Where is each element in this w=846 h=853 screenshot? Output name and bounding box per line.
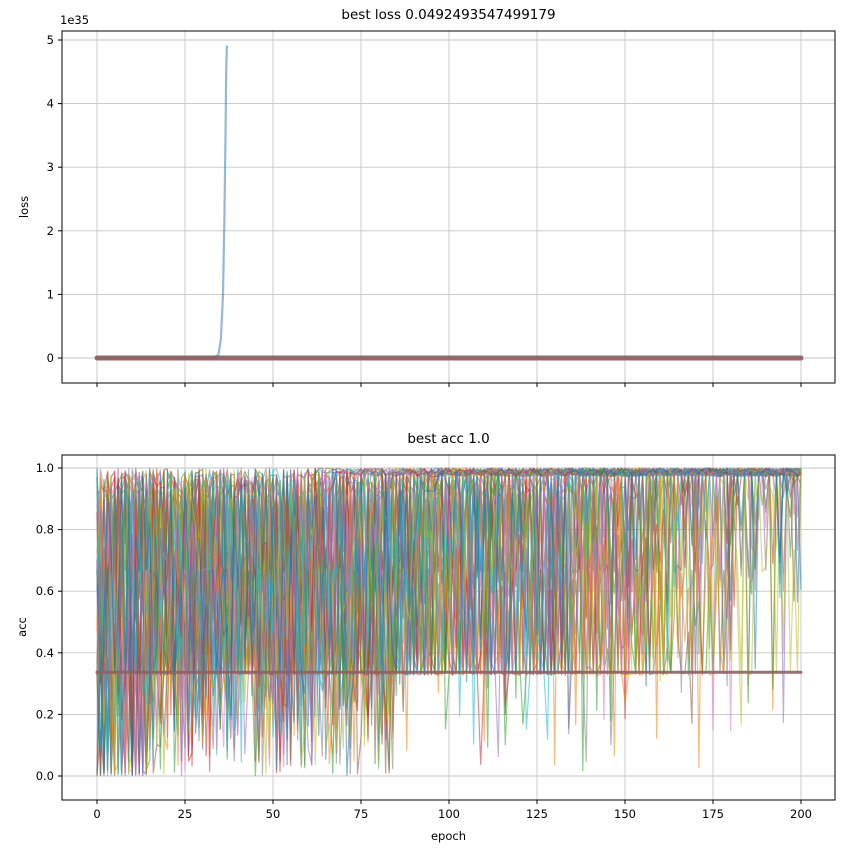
- x-tick-label: 75: [354, 807, 369, 821]
- y-tick-label: 0.2: [36, 707, 54, 721]
- y-tick-label: 1: [47, 287, 54, 301]
- loss-series-group: [94, 45, 804, 361]
- y-tick-label: 0: [47, 351, 54, 365]
- x-tick-label: 50: [266, 807, 281, 821]
- y-tick-label: 0.8: [36, 523, 54, 537]
- x-tick-label: 25: [178, 807, 193, 821]
- y-axis-offset-label: 1e35: [60, 13, 90, 27]
- acc-ylabel: acc: [15, 617, 29, 637]
- y-tick-label: 5: [47, 33, 54, 47]
- x-tick-label: 125: [526, 807, 548, 821]
- x-tick-label: 150: [614, 807, 636, 821]
- epoch-xlabel: epoch: [430, 829, 467, 843]
- y-tick-label: 0.4: [36, 646, 54, 660]
- y-tick-label: 3: [47, 160, 54, 174]
- x-tick-label: 100: [438, 807, 460, 821]
- acc-chart-title: best acc 1.0: [407, 431, 490, 447]
- y-tick-label: 1.0: [36, 461, 54, 475]
- x-tick-label: 0: [93, 807, 100, 821]
- acc-series-group: [95, 467, 803, 777]
- loss-ylabel: loss: [17, 195, 31, 219]
- x-tick-label: 175: [702, 807, 724, 821]
- y-tick-label: 2: [47, 224, 54, 238]
- y-tick-label: 4: [47, 97, 54, 111]
- y-tick-label: 0.6: [36, 584, 54, 598]
- y-tick-label: 0.0: [36, 769, 54, 783]
- x-tick-label: 200: [790, 807, 812, 821]
- loss-chart-title: best loss 0.0492493547499179: [341, 7, 556, 23]
